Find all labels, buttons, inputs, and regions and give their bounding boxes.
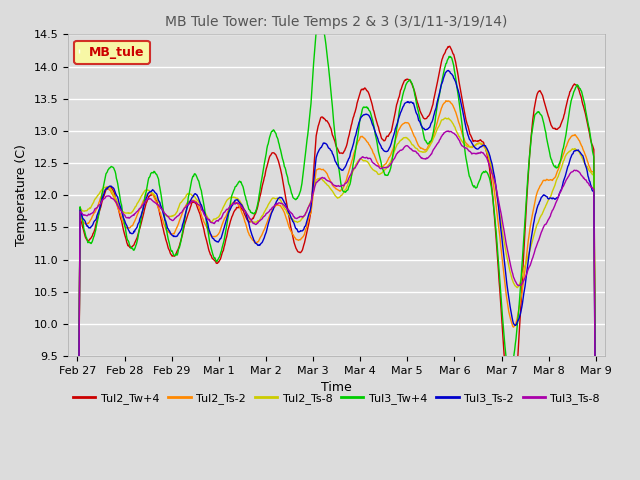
Y-axis label: Temperature (C): Temperature (C) xyxy=(15,144,28,246)
Tul3_Ts-8 xyxy=(445,128,452,134)
Tul2_Ts-8 xyxy=(442,115,449,121)
Tul2_Tw+4 xyxy=(374,124,382,130)
Tul3_Ts-2 xyxy=(374,138,382,144)
Tul2_Ts-2 xyxy=(442,98,450,104)
Tul2_Tw+4 xyxy=(520,238,528,244)
Tul2_Ts-8 xyxy=(520,264,528,270)
Tul3_Tw+4 xyxy=(316,20,324,26)
Tul3_Ts-8 xyxy=(520,276,528,282)
Line: Tul3_Tw+4: Tul3_Tw+4 xyxy=(77,23,596,480)
Tul2_Ts-2 xyxy=(520,271,528,277)
Tul2_Ts-8 xyxy=(388,156,396,161)
Tul2_Ts-2 xyxy=(592,468,600,473)
X-axis label: Time: Time xyxy=(321,381,352,394)
Tul2_Tw+4 xyxy=(592,454,600,460)
Tul3_Ts-2 xyxy=(445,68,452,73)
Line: Tul3_Ts-2: Tul3_Ts-2 xyxy=(77,71,596,480)
Tul3_Ts-8 xyxy=(374,164,382,169)
Tul2_Ts-2 xyxy=(388,148,396,154)
Tul3_Ts-2 xyxy=(106,183,113,189)
Tul2_Tw+4 xyxy=(467,133,475,139)
Tul3_Tw+4 xyxy=(467,178,475,184)
Tul2_Ts-2 xyxy=(404,120,412,126)
Tul2_Ts-2 xyxy=(106,187,113,193)
Line: Tul2_Ts-8: Tul2_Ts-8 xyxy=(77,118,596,480)
Tul2_Tw+4 xyxy=(446,43,454,49)
Tul3_Ts-8 xyxy=(106,193,113,199)
Tul3_Ts-2 xyxy=(404,99,412,105)
Tul3_Tw+4 xyxy=(389,153,397,158)
Tul2_Ts-8 xyxy=(106,184,113,190)
Tul3_Tw+4 xyxy=(592,461,600,467)
Tul3_Tw+4 xyxy=(106,165,113,171)
Tul2_Ts-8 xyxy=(592,468,600,474)
Tul2_Ts-8 xyxy=(404,135,412,141)
Tul3_Ts-2 xyxy=(520,287,528,293)
Tul2_Ts-8 xyxy=(467,144,475,150)
Line: Tul2_Tw+4: Tul2_Tw+4 xyxy=(77,46,596,480)
Tul3_Ts-8 xyxy=(467,150,475,156)
Tul3_Ts-2 xyxy=(467,139,475,145)
Tul2_Tw+4 xyxy=(404,76,412,82)
Tul3_Tw+4 xyxy=(520,225,528,230)
Tul2_Ts-8 xyxy=(374,171,382,177)
Tul2_Ts-2 xyxy=(467,144,475,150)
Tul3_Ts-2 xyxy=(388,137,396,143)
Line: Tul3_Ts-8: Tul3_Ts-8 xyxy=(77,131,596,480)
Title: MB Tule Tower: Tule Temps 2 & 3 (3/1/11-3/19/14): MB Tule Tower: Tule Temps 2 & 3 (3/1/11-… xyxy=(165,15,508,29)
Line: Tul2_Ts-2: Tul2_Ts-2 xyxy=(77,101,596,480)
Tul2_Tw+4 xyxy=(388,125,396,131)
Tul2_Tw+4 xyxy=(106,184,113,190)
Legend: Tul2_Tw+4, Tul2_Ts-2, Tul2_Ts-8, Tul3_Tw+4, Tul3_Ts-2, Tul3_Ts-8: Tul2_Tw+4, Tul2_Ts-2, Tul2_Ts-8, Tul3_Tw… xyxy=(68,389,604,408)
Tul3_Ts-8 xyxy=(388,159,396,165)
Tul3_Tw+4 xyxy=(375,152,383,157)
Tul3_Tw+4 xyxy=(404,79,412,84)
Tul2_Ts-2 xyxy=(374,162,382,168)
Tul3_Ts-8 xyxy=(404,143,412,149)
Tul3_Ts-8 xyxy=(592,479,600,480)
